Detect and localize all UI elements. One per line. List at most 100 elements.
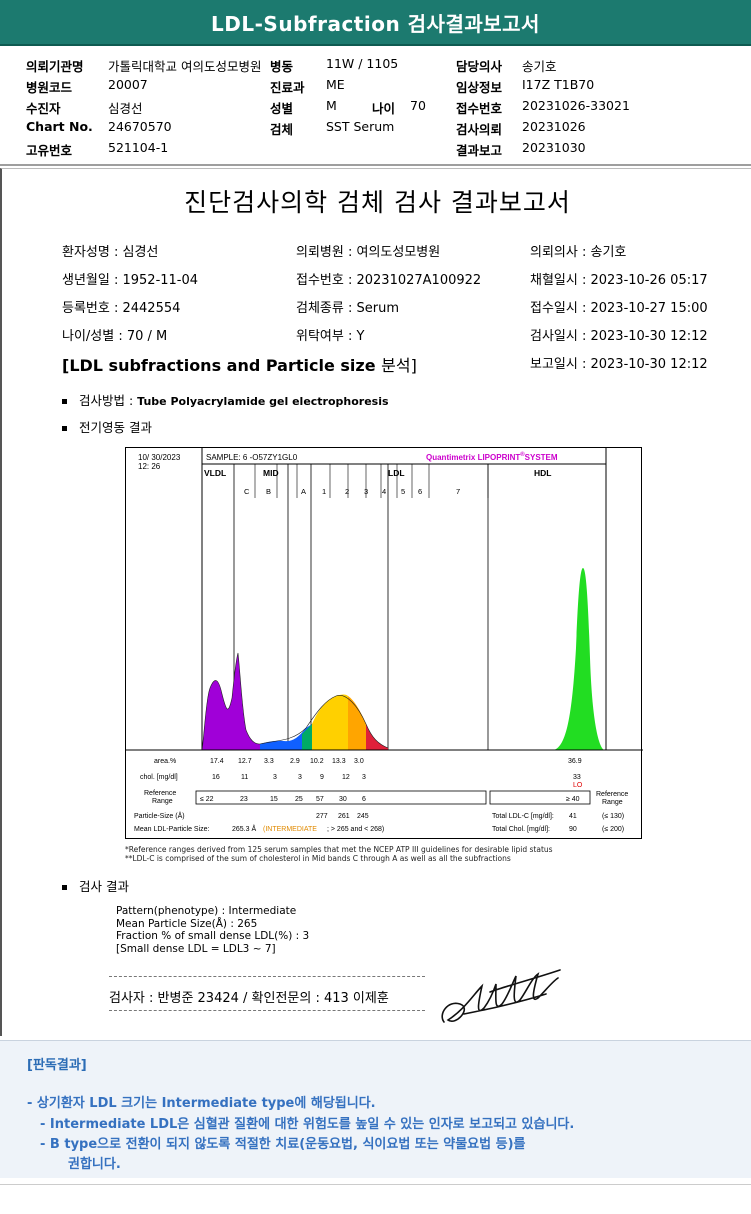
bullet-icon — [62, 426, 67, 431]
ref-row-label-1: Reference — [144, 790, 176, 797]
clinical-label: 임상정보 — [456, 80, 503, 95]
ref-side-label-2: Range — [602, 799, 623, 806]
curve-mid-a — [302, 724, 312, 750]
report-title-bar: LDL-Subfraction 검사결과보고서 — [0, 0, 751, 46]
ref-value: 6 — [362, 796, 366, 803]
request-date-label: 검사의뢰 — [456, 122, 503, 137]
total-chol-label: Total Chol. [mg/dl]: — [492, 826, 550, 833]
interpretation-line-4: 권합니다. — [68, 1157, 121, 1172]
band-labels: C B A 1 2 3 4 5 6 7 — [244, 487, 460, 496]
chart-brand-name: Quantimetrix LIPOPRINT — [426, 453, 520, 462]
age-label: 나이 — [372, 101, 396, 116]
report-title: LDL-Subfraction 검사결과보고서 — [211, 11, 540, 36]
patient-value: 심경선 — [108, 101, 143, 116]
result-small-dense: [Small dense LDL = LDL3 ~ 7] — [116, 942, 276, 955]
band-label-ldl5: 5 — [401, 487, 405, 496]
particle-size-value: 245 — [357, 813, 369, 820]
footnote-reference: *Reference ranges derived from 125 serum… — [125, 845, 553, 854]
chol-value: 12 — [342, 774, 350, 781]
interpretation-heading: [판독결과] — [27, 1058, 87, 1073]
chol-value: 3 — [298, 774, 302, 781]
bottom-rule — [0, 1184, 751, 1185]
ref-value: 57 — [316, 796, 324, 803]
result-label: 검사 결과 — [79, 879, 129, 894]
total-chol-value: 90 — [569, 826, 577, 833]
requesting-hospital: 의뢰병원 : 여의도성모병원 — [296, 245, 441, 260]
specimen-label: 검체 — [270, 122, 294, 137]
band-label-ldl3: 3 — [364, 487, 368, 496]
method-label: 검사방법 : — [79, 393, 134, 408]
chart-time: 12: 26 — [138, 462, 161, 471]
institution-value: 가톨릭대학교 여의도성모병원 — [108, 59, 262, 74]
receipt-number: 접수번호 : 20231027A100922 — [296, 273, 482, 288]
result-fraction: Fraction % of small dense LDL(%) : 3 — [116, 930, 310, 942]
collection-datetime: 채혈일시 : 2023-10-26 05:17 — [530, 273, 708, 288]
chol-value: 16 — [212, 774, 220, 781]
area-value: 3.3 — [264, 758, 274, 765]
footnote-ldl-c: **LDL-C is comprised of the sum of chole… — [125, 854, 511, 863]
result-pattern: Pattern(phenotype) : Intermediate — [116, 905, 297, 917]
hospital-code-value: 20007 — [108, 77, 148, 92]
receipt-value: 20231026-33021 — [522, 98, 630, 113]
total-chol-ref: (≤ 200) — [602, 826, 624, 833]
chart-brand: Quantimetrix LIPOPRINT®SYSTEM — [426, 451, 558, 462]
request-info-table: 의뢰기관명 가톨릭대학교 여의도성모병원 병동 11W / 1105 담당의사 … — [0, 48, 751, 164]
chart-date: 10/ 30/2023 — [138, 453, 181, 462]
particle-size-value: 261 — [338, 813, 350, 820]
mean-size-label: Mean LDL-Particle Size: — [134, 826, 210, 833]
result-heading: 검사 결과 — [62, 876, 129, 895]
curve-ldl-2 — [312, 694, 348, 750]
specimen-type: 검체종류 : Serum — [296, 301, 399, 316]
report-date-label: 결과보고 — [456, 143, 503, 158]
label-ldl: LDL — [388, 468, 405, 478]
band-dividers — [233, 464, 489, 750]
ref-value: 23 — [240, 796, 248, 803]
chart-brand-reg: ® — [520, 451, 525, 458]
tested-datetime: 검사일시 : 2023-10-30 12:12 — [530, 329, 708, 344]
electrophoresis-curves — [201, 568, 604, 751]
label-mid: MID — [263, 468, 279, 478]
area-value: 12.7 — [238, 758, 252, 765]
sex-label: 성별 — [270, 101, 294, 116]
divider — [0, 164, 751, 166]
document-title: 진단검사의학 검체 검사 결과보고서 — [184, 188, 571, 217]
ward-value: 11W / 1105 — [326, 56, 399, 71]
interpretation-panel: [판독결과] - 상기환자 LDL 크기는 Intermediate type에… — [0, 1040, 751, 1178]
particle-size-label: Particle-Size (Å) — [134, 811, 185, 820]
sign-rule-bottom — [109, 1010, 425, 1011]
sign-rule-top — [109, 976, 425, 977]
consignment: 위탁여부 : Y — [296, 329, 365, 344]
area-value: 3.0 — [354, 758, 364, 765]
band-label-ldl4: 4 — [382, 487, 386, 496]
section-title: [LDL subfractions and Particle size 분석] — [62, 352, 417, 376]
chart-brand-system: SYSTEM — [525, 453, 558, 462]
band-label-C: C — [244, 487, 250, 496]
hdl-ref-box — [489, 790, 591, 805]
dept-label: 진료과 — [270, 80, 305, 95]
ref-value: 15 — [270, 796, 278, 803]
area-value: 17.4 — [210, 758, 224, 765]
specimen-value: SST Serum — [326, 119, 395, 134]
chart-no-value: 24670570 — [108, 119, 172, 134]
bullet-icon — [62, 885, 67, 890]
birth-date: 생년월일 : 1952-11-04 — [62, 273, 199, 288]
ref-value-hdl: ≥ 40 — [566, 796, 580, 803]
ward-label: 병동 — [270, 59, 294, 74]
band-label-ldl6: 6 — [418, 487, 422, 496]
registration-number: 등록번호 : 2442554 — [62, 301, 181, 316]
mean-size-type: (INTERMEDIATE — [263, 826, 317, 833]
total-ldl-value: 41 — [569, 813, 577, 820]
age-value: 70 — [410, 98, 426, 113]
band-label-ldl1: 1 — [322, 487, 326, 496]
electrophoresis-label: 전기영동 결과 — [79, 420, 152, 435]
patient-name: 환자성명 : 심경선 — [62, 245, 159, 260]
band-label-ldl7: 7 — [456, 487, 460, 496]
ref-value: 30 — [339, 796, 347, 803]
chol-value: 9 — [320, 774, 324, 781]
doctor-value: 송기호 — [522, 59, 557, 74]
method-line: 검사방법 : Tube Polyacrylamide gel electroph… — [62, 390, 389, 409]
band-label-B: B — [266, 487, 271, 496]
chol-value-hdl: 33 — [573, 774, 581, 781]
total-ldl-ref: (≤ 130) — [602, 813, 624, 820]
doctor-label: 담당의사 — [456, 59, 503, 74]
